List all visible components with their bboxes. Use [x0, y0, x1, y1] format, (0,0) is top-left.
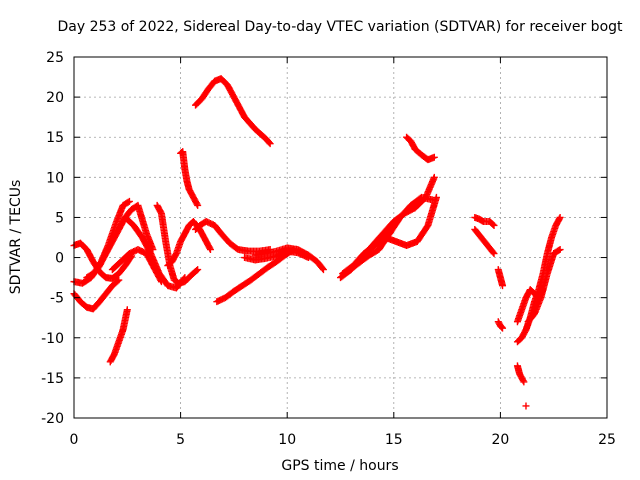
series-arc-5 — [106, 306, 131, 366]
data-point — [499, 282, 507, 290]
y-tick-label: 25 — [46, 50, 64, 66]
grid — [74, 57, 607, 418]
series-arc-21 — [471, 225, 498, 258]
data-point — [432, 193, 440, 201]
series-arc-10 — [177, 148, 202, 209]
series-arc-12 — [192, 75, 274, 148]
data-point — [193, 200, 201, 208]
x-tick-label: 5 — [176, 432, 185, 448]
data-point — [555, 246, 563, 254]
series-arc-20 — [471, 213, 498, 229]
series-arc-8 — [153, 201, 202, 287]
y-tick-label: 20 — [46, 90, 64, 106]
y-tick-label: -20 — [41, 411, 64, 427]
series-arc-24 — [513, 362, 528, 386]
data-point — [428, 196, 436, 204]
series-arc-18 — [343, 193, 436, 276]
series-arc-25 — [522, 402, 530, 410]
y-tick-label: -15 — [41, 371, 64, 387]
y-tick-label: -5 — [50, 291, 64, 307]
data-point — [266, 140, 274, 148]
data-point — [490, 221, 498, 229]
data-point — [499, 324, 507, 332]
y-tick-label: 10 — [46, 170, 64, 186]
data-point — [520, 378, 528, 386]
series-arc-9 — [164, 217, 214, 270]
data-point — [319, 266, 327, 274]
data-point — [194, 266, 202, 274]
data-point — [555, 215, 563, 223]
data-point — [114, 277, 122, 285]
series-arc-4 — [83, 201, 157, 282]
y-tick-label: 15 — [46, 130, 64, 146]
data-points — [70, 75, 564, 410]
data-point — [556, 213, 564, 221]
series-arc-7 — [121, 213, 189, 292]
y-tick-label: 5 — [55, 210, 64, 226]
x-tick-label: 0 — [70, 432, 79, 448]
data-point — [430, 153, 438, 161]
x-axis-label: GPS time / hours — [281, 458, 398, 474]
data-point — [305, 254, 313, 262]
data-point — [522, 402, 530, 410]
series-arc-26 — [513, 213, 564, 346]
data-point — [556, 246, 564, 254]
y-axis-label: SDTVAR / TECUs — [8, 180, 24, 295]
data-point — [519, 377, 527, 385]
series-arc-15 — [241, 247, 313, 264]
series-arc-19 — [403, 133, 438, 164]
data-point — [489, 248, 497, 256]
series-arc-22 — [494, 266, 507, 290]
data-point — [490, 250, 498, 258]
axis-ticks: 0 5 10 15 20 25 -20 -15 -10 -5 0 5 10 15 20 25 — [41, 50, 616, 448]
data-point — [123, 306, 131, 314]
data-point — [206, 246, 214, 254]
series-arc-3 — [70, 276, 123, 313]
series-arc-28 — [524, 246, 564, 326]
data-point — [193, 267, 201, 275]
data-point — [115, 276, 123, 284]
x-tick-label: 20 — [491, 432, 509, 448]
x-tick-label: 10 — [278, 432, 296, 448]
data-point — [206, 244, 214, 252]
series-arc-11 — [192, 217, 274, 255]
data-point — [125, 197, 133, 205]
chart-title: Day 253 of 2022, Sidereal Day-to-day VTE… — [57, 19, 623, 35]
data-point — [194, 201, 202, 209]
data-point — [319, 264, 327, 272]
y-tick-label: 0 — [55, 251, 64, 267]
plot-frame — [73, 56, 608, 419]
data-point — [498, 323, 506, 331]
series-arc-23 — [494, 318, 507, 332]
y-tick-label: -10 — [41, 331, 64, 347]
data-point — [430, 173, 438, 181]
data-point — [265, 139, 273, 147]
x-tick-label: 15 — [385, 432, 403, 448]
x-tick-label: 25 — [598, 432, 616, 448]
data-point — [489, 220, 497, 228]
data-point — [497, 323, 505, 331]
data-point — [124, 198, 132, 206]
